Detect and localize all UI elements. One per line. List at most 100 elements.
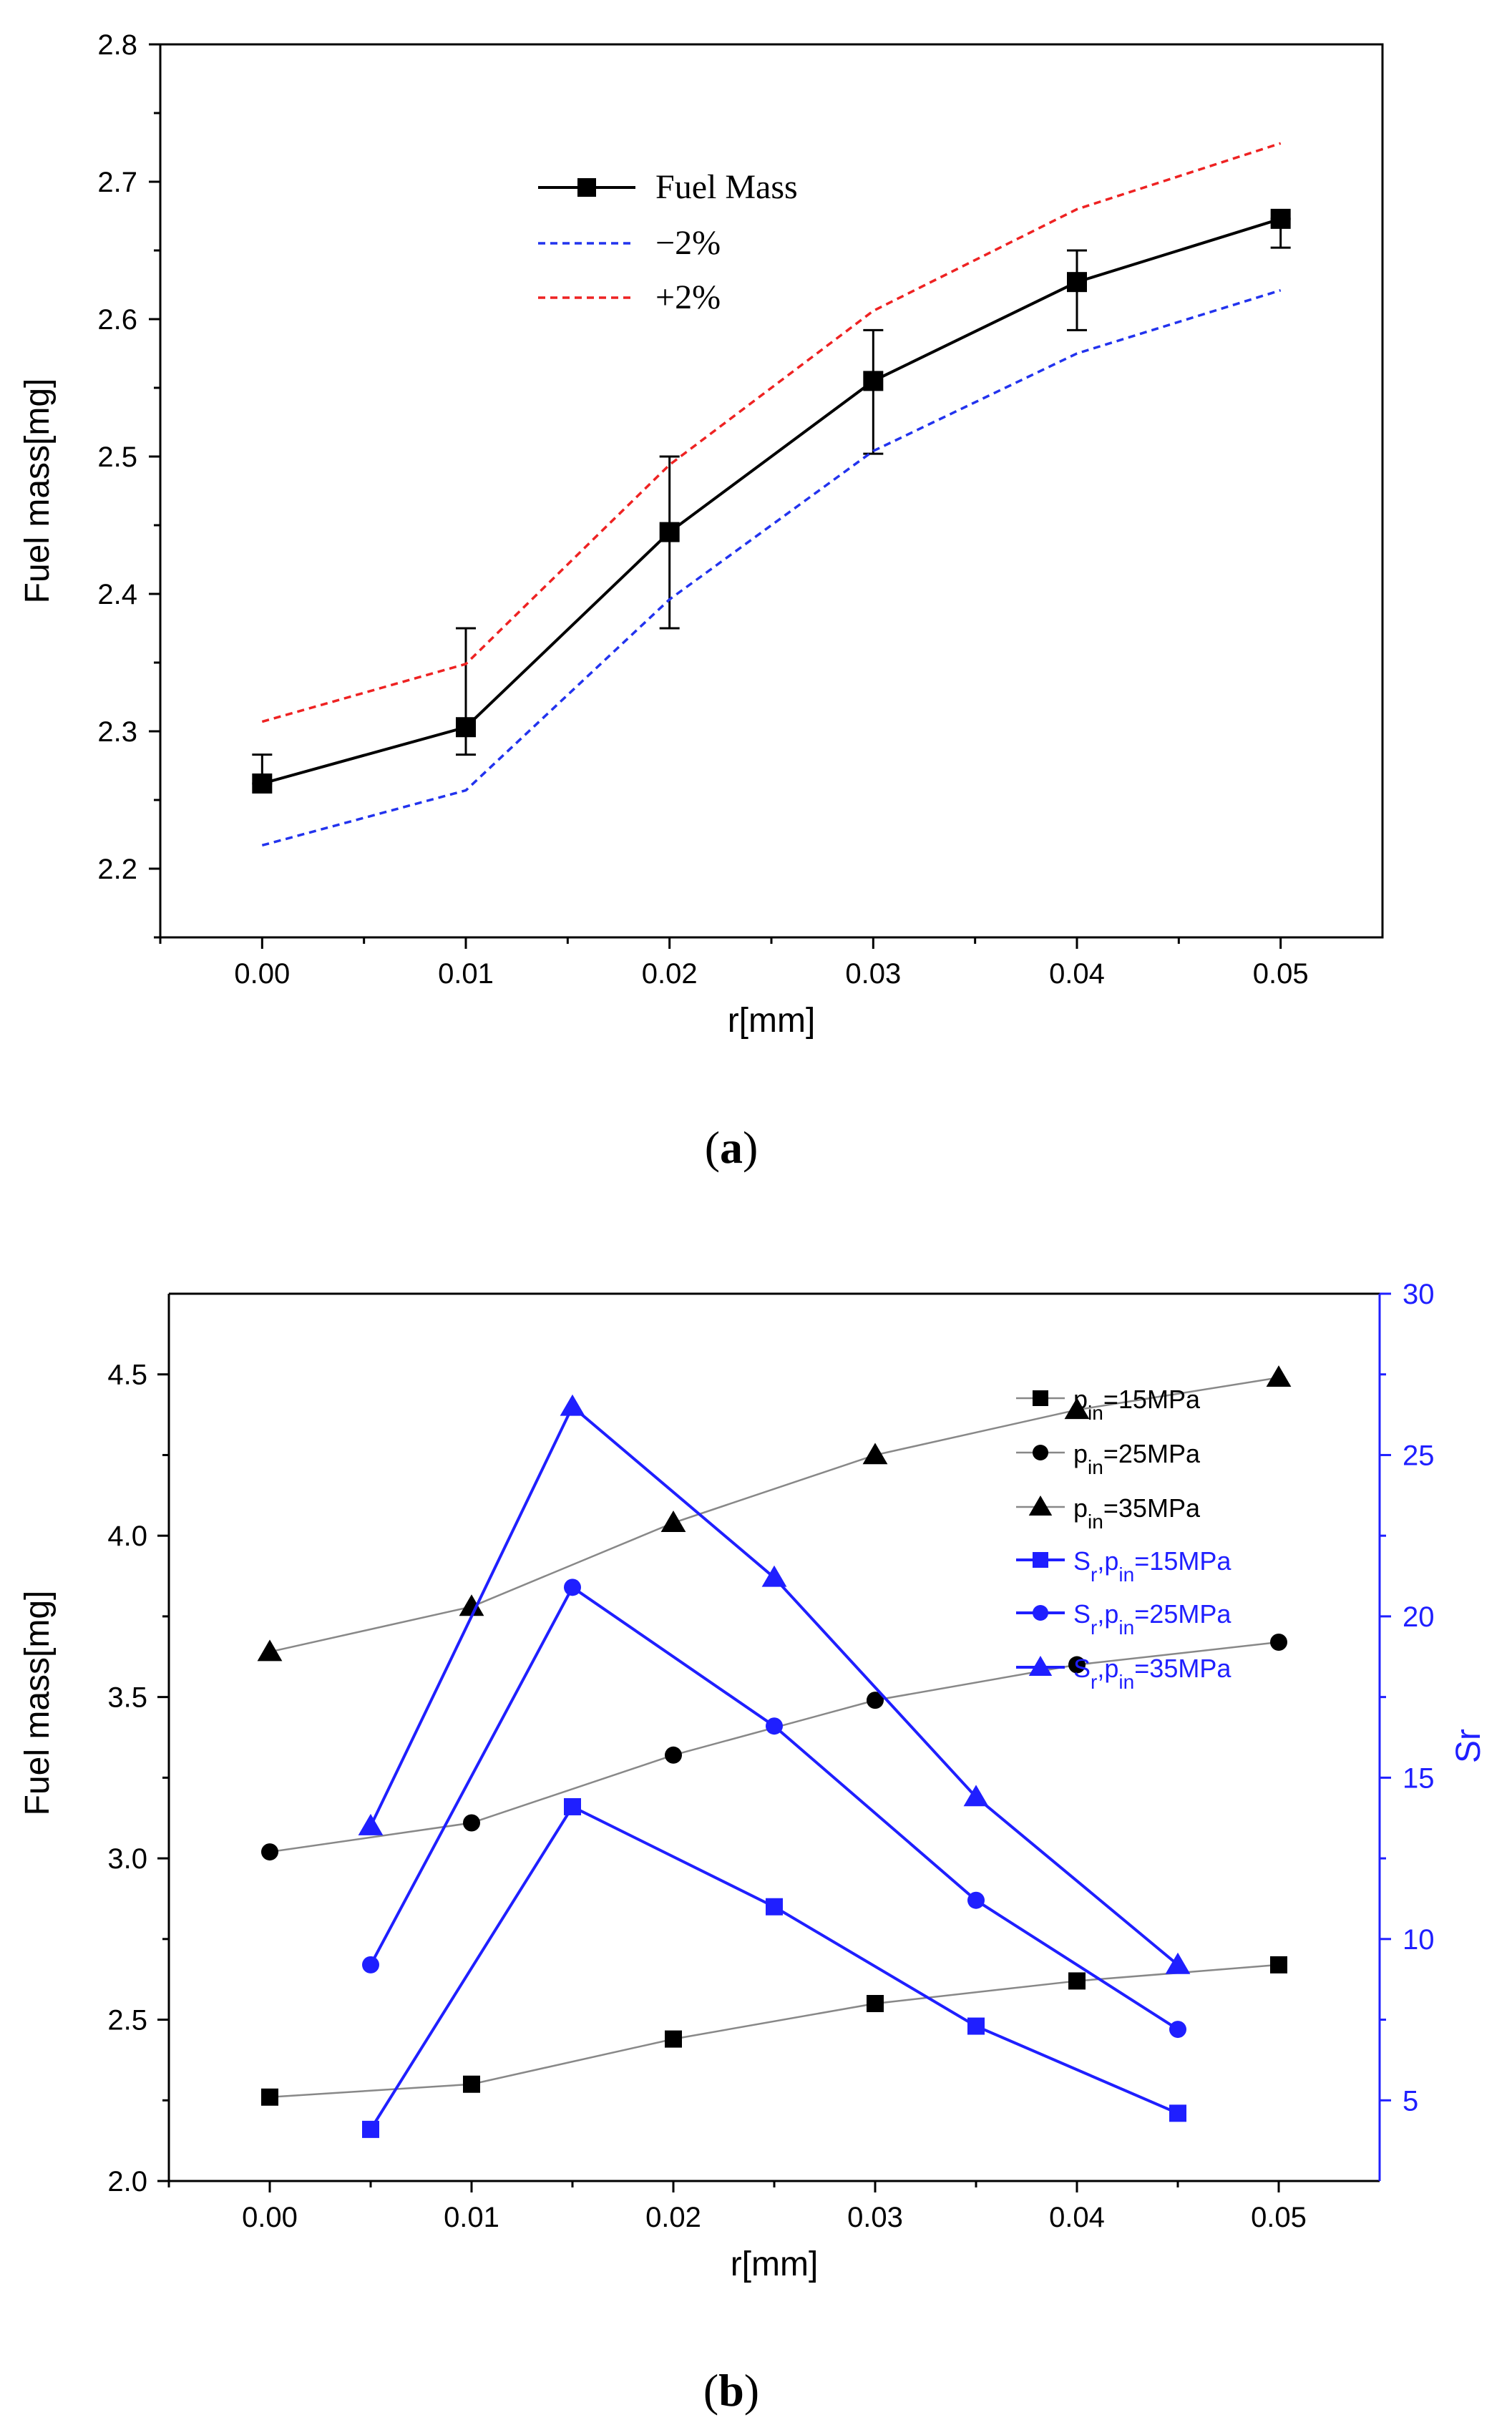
- data-point-fuel-mass: [659, 522, 680, 542]
- series-line-sr-triangle: [369, 1404, 1179, 1966]
- data-point-fuel-mass: [456, 717, 476, 738]
- data-point-fuel-mass: [665, 2030, 682, 2048]
- data-point-fuel-mass: [463, 1814, 480, 1832]
- panel-a-chart: 0.00 0.01 0.02 0.03 0.04 0.05 2.2 2.3 2.4 2.5 2.6 2…: [19, 29, 1384, 1173]
- series-line-minus-2pct: [261, 289, 1282, 847]
- legend-label-a: +2%: [655, 278, 721, 316]
- y-right-tick-label-b: 20: [1403, 1601, 1435, 1633]
- legend-label-b: Sr,pin=35MPa: [1073, 1654, 1231, 1693]
- y-tick-label-a: 2.5: [97, 441, 137, 473]
- series-line-sr-circle: [369, 1585, 1179, 2031]
- data-point-fuel-mass: [1270, 1956, 1287, 1973]
- data-point-fuel-mass: [261, 1843, 278, 1861]
- legend-label-a: Fuel Mass: [655, 168, 798, 206]
- legend-label-b: Sr,pin=15MPa: [1073, 1546, 1231, 1586]
- data-point-fuel-mass: [459, 1594, 484, 1616]
- x-tick-label-a: 0.01: [438, 958, 494, 990]
- legend-label-b: pin=15MPa: [1073, 1385, 1201, 1424]
- data-point-sr: [358, 1813, 384, 1835]
- legend-label-b: pin=25MPa: [1073, 1439, 1201, 1478]
- legend-marker-a: [577, 178, 596, 197]
- y-tick-label-a: 2.2: [97, 854, 137, 885]
- legend-marker-b: [1033, 1390, 1048, 1406]
- data-point-sr: [967, 1891, 985, 1909]
- data-point-fuel-mass: [660, 1511, 686, 1532]
- data-point-sr: [362, 2120, 379, 2138]
- legend-marker-b: [1033, 1605, 1048, 1621]
- legend-marker-b: [1033, 1552, 1048, 1568]
- caption-b: (b): [703, 2365, 759, 2416]
- x-tick-label-a: 0.02: [642, 958, 698, 990]
- x-tick-label-b: 0.03: [847, 2202, 903, 2233]
- data-point-fuel-mass: [1068, 1656, 1086, 1674]
- legend-marker-b: [1028, 1656, 1053, 1676]
- y-axis-title-a: Fuel mass[mg]: [19, 379, 57, 604]
- caption-a: (a): [705, 1122, 759, 1173]
- y-right-axis-title-b: Sr: [1450, 1729, 1488, 1763]
- data-point-sr: [1169, 2104, 1186, 2122]
- data-point-fuel-mass: [665, 1746, 682, 1764]
- x-tick-label-a: 0.04: [1049, 958, 1105, 990]
- data-point-sr: [761, 1565, 787, 1587]
- y-tick-label-b: 3.0: [107, 1843, 147, 1875]
- data-point-sr: [560, 1394, 585, 1416]
- data-point-sr: [1169, 2021, 1186, 2039]
- data-point-sr: [564, 1579, 581, 1596]
- y-tick-label-a: 2.4: [97, 579, 137, 610]
- data-point-fuel-mass: [1266, 1365, 1292, 1387]
- y-right-tick-label-b: 30: [1403, 1279, 1435, 1310]
- data-point-fuel-mass: [1064, 1397, 1090, 1420]
- series-line-fuel-mass-triangle: [269, 1377, 1279, 1653]
- series-line-sr-square: [369, 1805, 1179, 2130]
- y-right-tick-label-b: 10: [1403, 1924, 1435, 1956]
- x-tick-label-a: 0.03: [845, 958, 901, 990]
- y-tick-label-b: 2.5: [107, 2005, 147, 2036]
- x-axis-title-a: r[mm]: [728, 1002, 816, 1040]
- data-point-fuel-mass: [862, 1443, 888, 1465]
- y-tick-label-b: 2.0: [107, 2166, 147, 2197]
- y-tick-label-a: 2.8: [97, 29, 137, 61]
- legend-marker-b: [1028, 1496, 1053, 1516]
- y-tick-label-b: 3.5: [107, 1682, 147, 1714]
- data-point-fuel-mass: [1068, 1972, 1086, 1990]
- data-point-fuel-mass: [261, 2088, 278, 2106]
- x-tick-label-b: 0.00: [242, 2202, 298, 2233]
- data-point-fuel-mass: [252, 773, 273, 794]
- y-right-tick-label-b: 25: [1403, 1440, 1435, 1471]
- data-point-fuel-mass: [1270, 1633, 1287, 1651]
- data-point-fuel-mass: [867, 1995, 884, 2012]
- legend-marker-b: [1033, 1445, 1048, 1460]
- data-point-fuel-mass: [1067, 272, 1087, 293]
- y-right-tick-label-b: 15: [1403, 1762, 1435, 1794]
- legend-label-a: −2%: [655, 224, 721, 262]
- data-point-sr: [362, 1956, 379, 1973]
- x-tick-label-b: 0.01: [444, 2202, 499, 2233]
- y-axis-title-b: Fuel mass[mg]: [19, 1591, 57, 1816]
- legend-label-b: Sr,pin=25MPa: [1073, 1599, 1231, 1639]
- x-tick-label-a: 0.00: [234, 958, 290, 990]
- y-tick-label-b: 4.5: [107, 1360, 147, 1391]
- data-point-sr: [766, 1717, 783, 1735]
- y-tick-label-b: 4.0: [107, 1521, 147, 1552]
- series-line-fuel-mass-square: [269, 1963, 1279, 2099]
- x-tick-label-b: 0.05: [1251, 2202, 1307, 2233]
- legend-label-b: pin=35MPa: [1073, 1493, 1201, 1533]
- panel-b-chart: 0.00 0.01 0.02 0.03 0.04 0.05 2.0 2.5 3.0 3.5 4.0 4…: [19, 1279, 1488, 2416]
- data-point-fuel-mass: [867, 1692, 884, 1709]
- x-tick-label-b: 0.04: [1049, 2202, 1105, 2233]
- y-right-tick-label-b: 5: [1403, 2085, 1418, 2117]
- data-point-fuel-mass: [1270, 208, 1291, 229]
- data-point-sr: [766, 1898, 783, 1916]
- data-point-fuel-mass: [863, 371, 884, 391]
- data-point-sr: [564, 1797, 581, 1815]
- data-point-sr: [1165, 1952, 1191, 1974]
- series-line-fuel-mass: [261, 217, 1282, 785]
- x-axis-title-b: r[mm]: [731, 2245, 819, 2283]
- data-point-fuel-mass: [257, 1639, 283, 1662]
- data-point-sr: [967, 2017, 985, 2035]
- y-tick-label-a: 2.3: [97, 716, 137, 748]
- x-tick-label-a: 0.05: [1253, 958, 1309, 990]
- y-tick-label-a: 2.6: [97, 304, 137, 336]
- data-point-sr: [963, 1785, 989, 1807]
